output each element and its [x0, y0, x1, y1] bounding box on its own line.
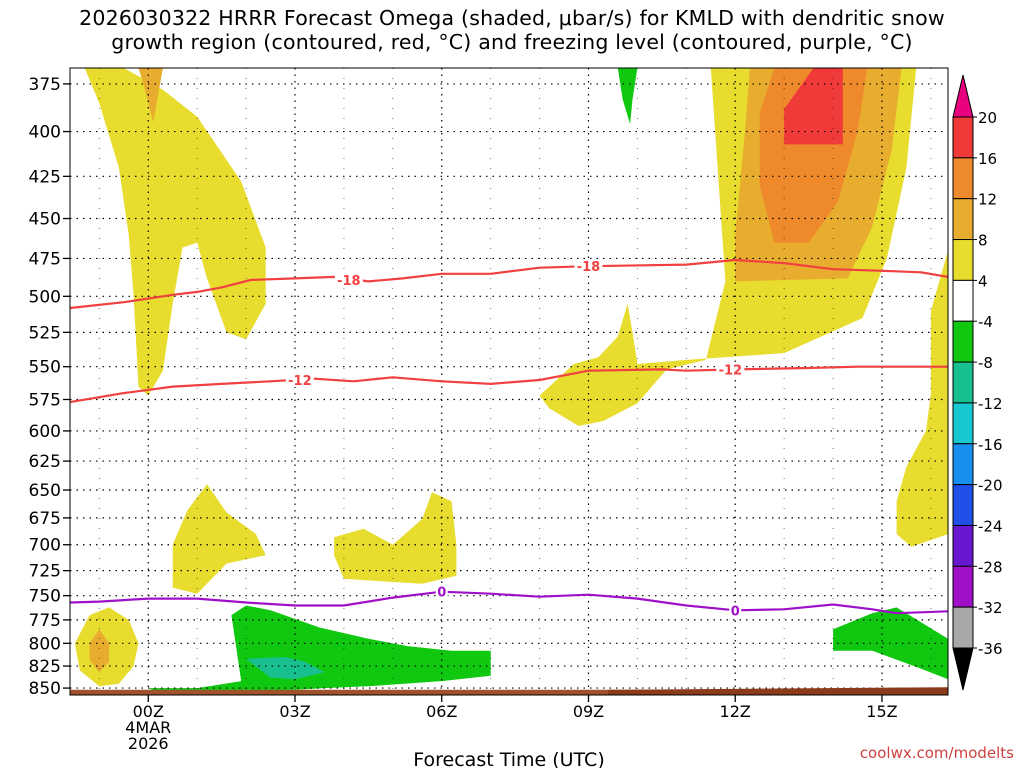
- y-tick-label-625: 625: [29, 452, 61, 472]
- colorbar-label-7: -12: [978, 395, 1003, 413]
- ground-strip-1: [608, 687, 948, 695]
- contour-label-bg-dgz-minus18-1: [574, 259, 603, 274]
- x-axis-label: Forecast Time (UTC): [413, 749, 604, 768]
- x-tick-label-03Z: 03Z: [279, 702, 310, 721]
- y-tick-label-725: 725: [29, 562, 61, 582]
- contour-freezing-level: [70, 590, 948, 615]
- colorbar-band-9: [952, 484, 974, 526]
- omega-region-11: [89, 629, 110, 673]
- y-tick-label-650: 650: [29, 481, 61, 501]
- contour-label-bg-dgz-minus12-0: [285, 372, 314, 387]
- y-axis: 375 400 425 450 475 500 525 550 575 600 625 650 675 7…: [29, 75, 70, 699]
- x-tick-label-12Z: 12Z: [720, 702, 751, 721]
- contour-label-freezing-level-1: 0: [731, 604, 740, 619]
- y-tick-label-500: 500: [29, 287, 61, 307]
- y-tick-label-825: 825: [29, 657, 61, 677]
- colorbar-band-0: [952, 116, 974, 159]
- y-tick-label-700: 700: [29, 536, 61, 556]
- colorbar-label-12: -32: [978, 599, 1003, 617]
- omega-region-9: [334, 492, 457, 584]
- contour-label-bg-freezing-level-1: [729, 603, 742, 618]
- colorbar-band-7: [952, 402, 974, 445]
- colorbar-band-1: [952, 157, 974, 200]
- colorbar-band-3: [952, 239, 974, 281]
- contour-label-dgz-minus18-1: -18: [577, 260, 601, 275]
- contour-label-dgz-minus12-1: -12: [719, 363, 743, 378]
- chart-title: 2026030322 HRRR Forecast Omega (shaded, …: [0, 6, 1024, 54]
- colorbar-band-8: [952, 443, 974, 486]
- colorbar-label-8: -16: [978, 436, 1003, 454]
- colorbar-label-11: -28: [978, 558, 1003, 576]
- colorbar-band-2: [952, 198, 974, 241]
- omega-region-1: [138, 68, 163, 123]
- y-tick-label-375: 375: [29, 75, 61, 95]
- contour-label-bg-freezing-level-0: [435, 584, 448, 599]
- y-tick-label-750: 750: [29, 587, 61, 607]
- y-tick-label-850: 850: [29, 679, 61, 699]
- chart-title-line-2: growth region (contoured, red, °C) and f…: [111, 30, 913, 54]
- y-tick-label-575: 575: [29, 391, 61, 411]
- colorbar-band-6: [952, 361, 974, 404]
- colorbar-label-4: 4: [978, 272, 988, 290]
- contour-label-dgz-minus18-0: -18: [337, 274, 361, 289]
- colorbar-label-9: -20: [978, 477, 1003, 495]
- colorbar-label-5: -4: [978, 313, 993, 331]
- omega-region-2: [617, 68, 638, 125]
- contour-dgz-minus18: [70, 258, 948, 310]
- y-tick-label-800: 800: [29, 634, 61, 654]
- omega-region-7: [896, 250, 948, 547]
- colorbar-bottom-arrow: [952, 647, 974, 691]
- y-tick-label-600: 600: [29, 422, 61, 442]
- y-tick-label-425: 425: [29, 167, 61, 187]
- credit-text: coolwx.com/modelts: [859, 744, 1014, 762]
- omega-region-13: [246, 657, 325, 680]
- colorbar-label-0: 20: [978, 109, 997, 127]
- x-tick-label-06Z: 06Z: [426, 702, 457, 721]
- colorbar-band-12: [952, 606, 974, 649]
- colorbar-label-3: 8: [978, 232, 988, 250]
- omega-region-6: [784, 68, 843, 145]
- omega-region-12: [148, 605, 491, 694]
- contour-dgz-minus12: [70, 365, 948, 404]
- colorbar-label-10: -24: [978, 517, 1003, 535]
- chart-title-line-1: 2026030322 HRRR Forecast Omega (shaded, …: [79, 6, 945, 30]
- colorbar-band-5: [952, 320, 974, 363]
- y-tick-label-550: 550: [29, 358, 61, 378]
- contour-label-dgz-minus12-0: -12: [288, 374, 312, 389]
- colorbar-label-13: -36: [978, 640, 1003, 658]
- omega-shading: [74, 68, 948, 694]
- y-tick-label-775: 775: [29, 611, 61, 631]
- contour-lines: -18 -18 -12 -12 0 0: [70, 258, 948, 619]
- colorbar-band-11: [952, 565, 974, 608]
- colorbar-band-4: [952, 279, 974, 322]
- contour-label-freezing-level-0: 0: [437, 586, 446, 601]
- omega-region-8: [172, 484, 266, 594]
- omega-region-14: [833, 607, 948, 680]
- omega-region-0: [84, 68, 266, 396]
- y-tick-label-525: 525: [29, 323, 61, 343]
- y-tick-label-675: 675: [29, 509, 61, 529]
- colorbar-label-1: 16: [978, 150, 997, 168]
- colorbar-label-2: 12: [978, 191, 997, 209]
- colorbar-band-10: [952, 524, 974, 567]
- x-tick-label-00Z: 00Z: [133, 702, 164, 721]
- x-tick-sublabel-00Z-0: 4MAR: [125, 718, 171, 737]
- contour-label-bg-dgz-minus18-0: [334, 272, 363, 287]
- y-tick-label-400: 400: [29, 123, 61, 143]
- colorbar-label-6: -8: [978, 354, 993, 372]
- x-tick-sublabel-00Z-1: 2026: [128, 734, 169, 753]
- colorbar-legend: 20 16 12 8 4 -4 -8 -12 -16 -20 -24 -28 -32 -36: [952, 74, 1003, 691]
- x-tick-label-09Z: 09Z: [573, 702, 604, 721]
- x-tick-label-15Z: 15Z: [866, 702, 897, 721]
- y-tick-label-450: 450: [29, 210, 61, 230]
- y-tick-label-475: 475: [29, 249, 61, 269]
- plot-frame: [69, 67, 949, 696]
- contour-label-bg-dgz-minus12-1: [716, 362, 745, 377]
- ground-strip: [70, 687, 948, 695]
- colorbar-top-arrow: [952, 74, 974, 118]
